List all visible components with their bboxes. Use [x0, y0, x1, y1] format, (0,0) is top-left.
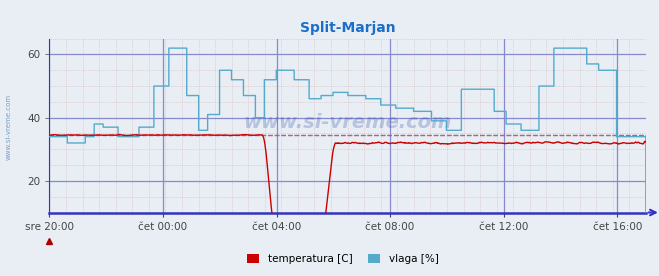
Title: Split-Marjan: Split-Marjan: [300, 21, 395, 35]
Text: www.si-vreme.com: www.si-vreme.com: [5, 94, 12, 160]
Legend: temperatura [C], vlaga [%]: temperatura [C], vlaga [%]: [243, 250, 443, 268]
Text: www.si-vreme.com: www.si-vreme.com: [243, 113, 452, 132]
